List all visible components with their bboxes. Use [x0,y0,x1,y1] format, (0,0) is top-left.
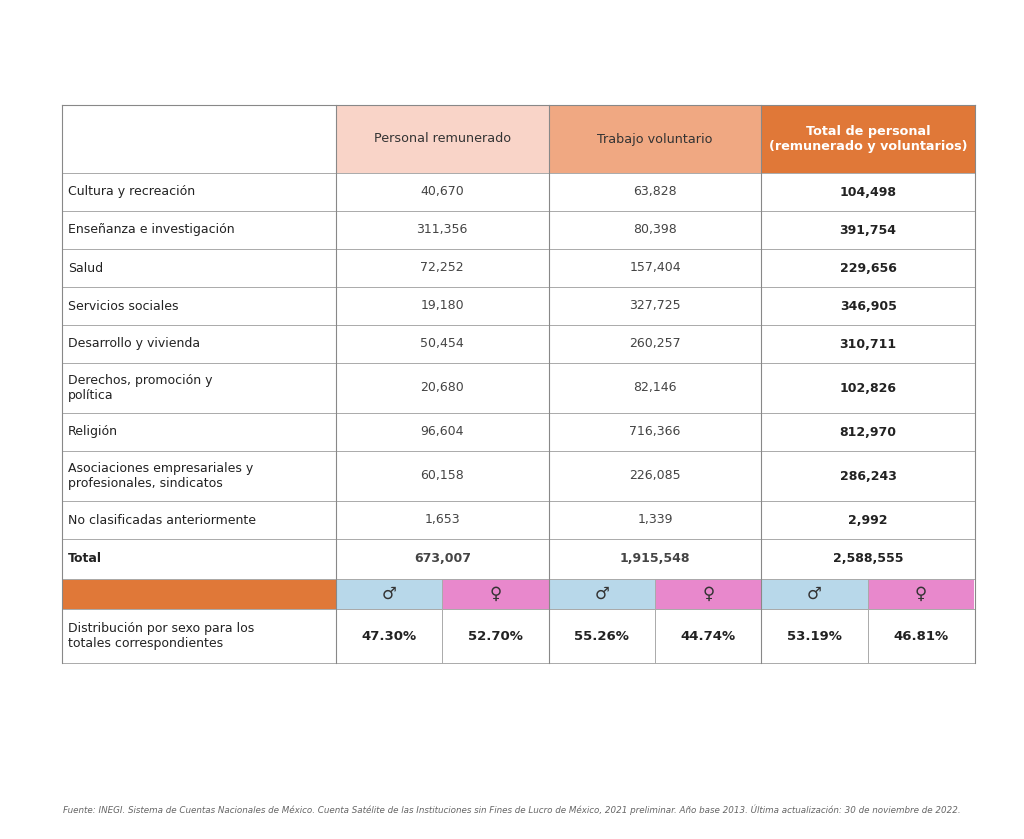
Text: Servicios sociales: Servicios sociales [68,300,178,312]
Bar [442,579,549,609]
Text: 72,252: 72,252 [421,262,464,274]
Text: Trabajo voluntario: Trabajo voluntario [597,133,713,145]
Text: 19,180: 19,180 [421,300,464,312]
Text: 391,754: 391,754 [840,223,897,237]
Text: Enseñanza e investigación: Enseñanza e investigación [68,223,234,237]
Bar [336,579,442,609]
Text: Total de personal
(remunerado y voluntarios): Total de personal (remunerado y voluntar… [769,125,968,153]
Text: ♂: ♂ [594,585,609,603]
Text: 96,604: 96,604 [421,425,464,439]
Text: 52.70%: 52.70% [468,629,523,643]
Text: 716,366: 716,366 [630,425,681,439]
Text: 157,404: 157,404 [629,262,681,274]
Text: 55.26%: 55.26% [574,629,630,643]
Text: ♀: ♀ [702,585,714,603]
Text: ♂: ♂ [382,585,396,603]
Bar [336,105,549,173]
Text: 44.74%: 44.74% [681,629,735,643]
Text: 2,992: 2,992 [849,513,888,527]
Text: 53.19%: 53.19% [787,629,842,643]
Text: 63,828: 63,828 [633,185,677,199]
Text: 20,680: 20,680 [421,382,464,394]
Text: 311,356: 311,356 [417,223,468,237]
Bar [762,579,867,609]
Text: Personal remunerado: Personal remunerado [374,133,511,145]
Text: ♂: ♂ [807,585,822,603]
Text: 1,653: 1,653 [425,513,460,527]
Text: 104,498: 104,498 [840,185,897,199]
Text: ♀: ♀ [489,585,502,603]
Text: 50,454: 50,454 [421,337,464,351]
Text: ♀: ♀ [914,585,927,603]
Text: 346,905: 346,905 [840,300,897,312]
Text: 60,158: 60,158 [421,470,464,482]
Text: 673,007: 673,007 [414,553,471,565]
Bar [655,579,762,609]
Text: 812,970: 812,970 [840,425,897,439]
Text: 286,243: 286,243 [840,470,897,482]
Text: 1,915,548: 1,915,548 [620,553,690,565]
Text: 1,339: 1,339 [637,513,673,527]
Text: 47.30%: 47.30% [361,629,417,643]
Text: Desarrollo y vivienda: Desarrollo y vivienda [68,337,200,351]
Text: Religión: Religión [68,425,118,439]
Bar [549,105,762,173]
Bar [549,579,655,609]
Text: 229,656: 229,656 [840,262,897,274]
Text: Cultura y recreación: Cultura y recreación [68,185,196,199]
Text: No clasificadas anteriormente: No clasificadas anteriormente [68,513,256,527]
Text: 260,257: 260,257 [629,337,681,351]
Text: Fuente: INEGI. Sistema de Cuentas Nacionales de México. Cuenta Satélite de las I: Fuente: INEGI. Sistema de Cuentas Nacion… [63,805,961,816]
Bar [867,579,974,609]
Text: Distribución por sexo para los
totales correspondientes: Distribución por sexo para los totales c… [68,622,254,650]
Text: 2,588,555: 2,588,555 [833,553,903,565]
Text: 310,711: 310,711 [840,337,897,351]
Bar [62,579,336,609]
Text: 40,670: 40,670 [421,185,464,199]
Text: 80,398: 80,398 [633,223,677,237]
Text: 82,146: 82,146 [633,382,677,394]
Text: 46.81%: 46.81% [893,629,948,643]
Text: 102,826: 102,826 [840,382,897,394]
Text: Total: Total [68,553,102,565]
Text: 327,725: 327,725 [629,300,681,312]
Text: Salud: Salud [68,262,103,274]
Text: Asociaciones empresariales y
profesionales, sindicatos: Asociaciones empresariales y profesional… [68,462,253,490]
Text: 226,085: 226,085 [629,470,681,482]
Bar [762,105,975,173]
Text: Derechos, promoción y
política: Derechos, promoción y política [68,374,213,402]
